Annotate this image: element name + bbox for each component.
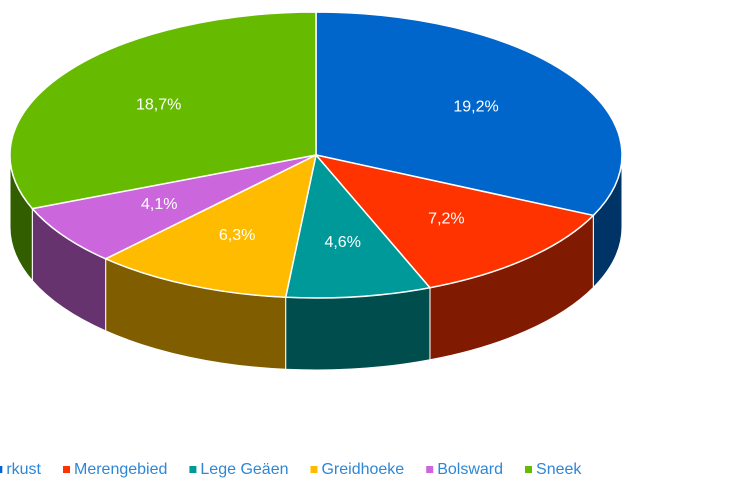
data-label: 7,2% <box>428 211 464 228</box>
legend-swatch <box>63 466 70 473</box>
data-label: 4,1% <box>141 196 177 213</box>
data-label: 18,7% <box>136 97 181 114</box>
legend-swatch <box>189 466 197 473</box>
legend-label: Greidhoeke <box>321 461 404 478</box>
slice <box>315 11 623 217</box>
slice <box>284 153 432 299</box>
data-label: 19,2% <box>453 99 498 116</box>
slice-side <box>285 287 431 371</box>
slice <box>9 11 317 210</box>
legend-swatch <box>0 466 3 473</box>
slice <box>103 153 318 299</box>
legend-label: rkust <box>6 461 41 478</box>
data-label: 4,6% <box>324 234 360 251</box>
legend-label: Bolsward <box>437 461 503 478</box>
legend-swatch <box>426 466 434 473</box>
legend-swatch <box>310 466 318 473</box>
legend-label: Sneek <box>536 461 582 478</box>
legend-label: Lege Geäen <box>200 461 288 478</box>
slice <box>30 154 317 260</box>
data-label: 6,3% <box>219 227 255 244</box>
legend-swatch <box>525 466 533 473</box>
slice <box>313 153 595 289</box>
legend-label: Merengebied <box>74 461 167 478</box>
